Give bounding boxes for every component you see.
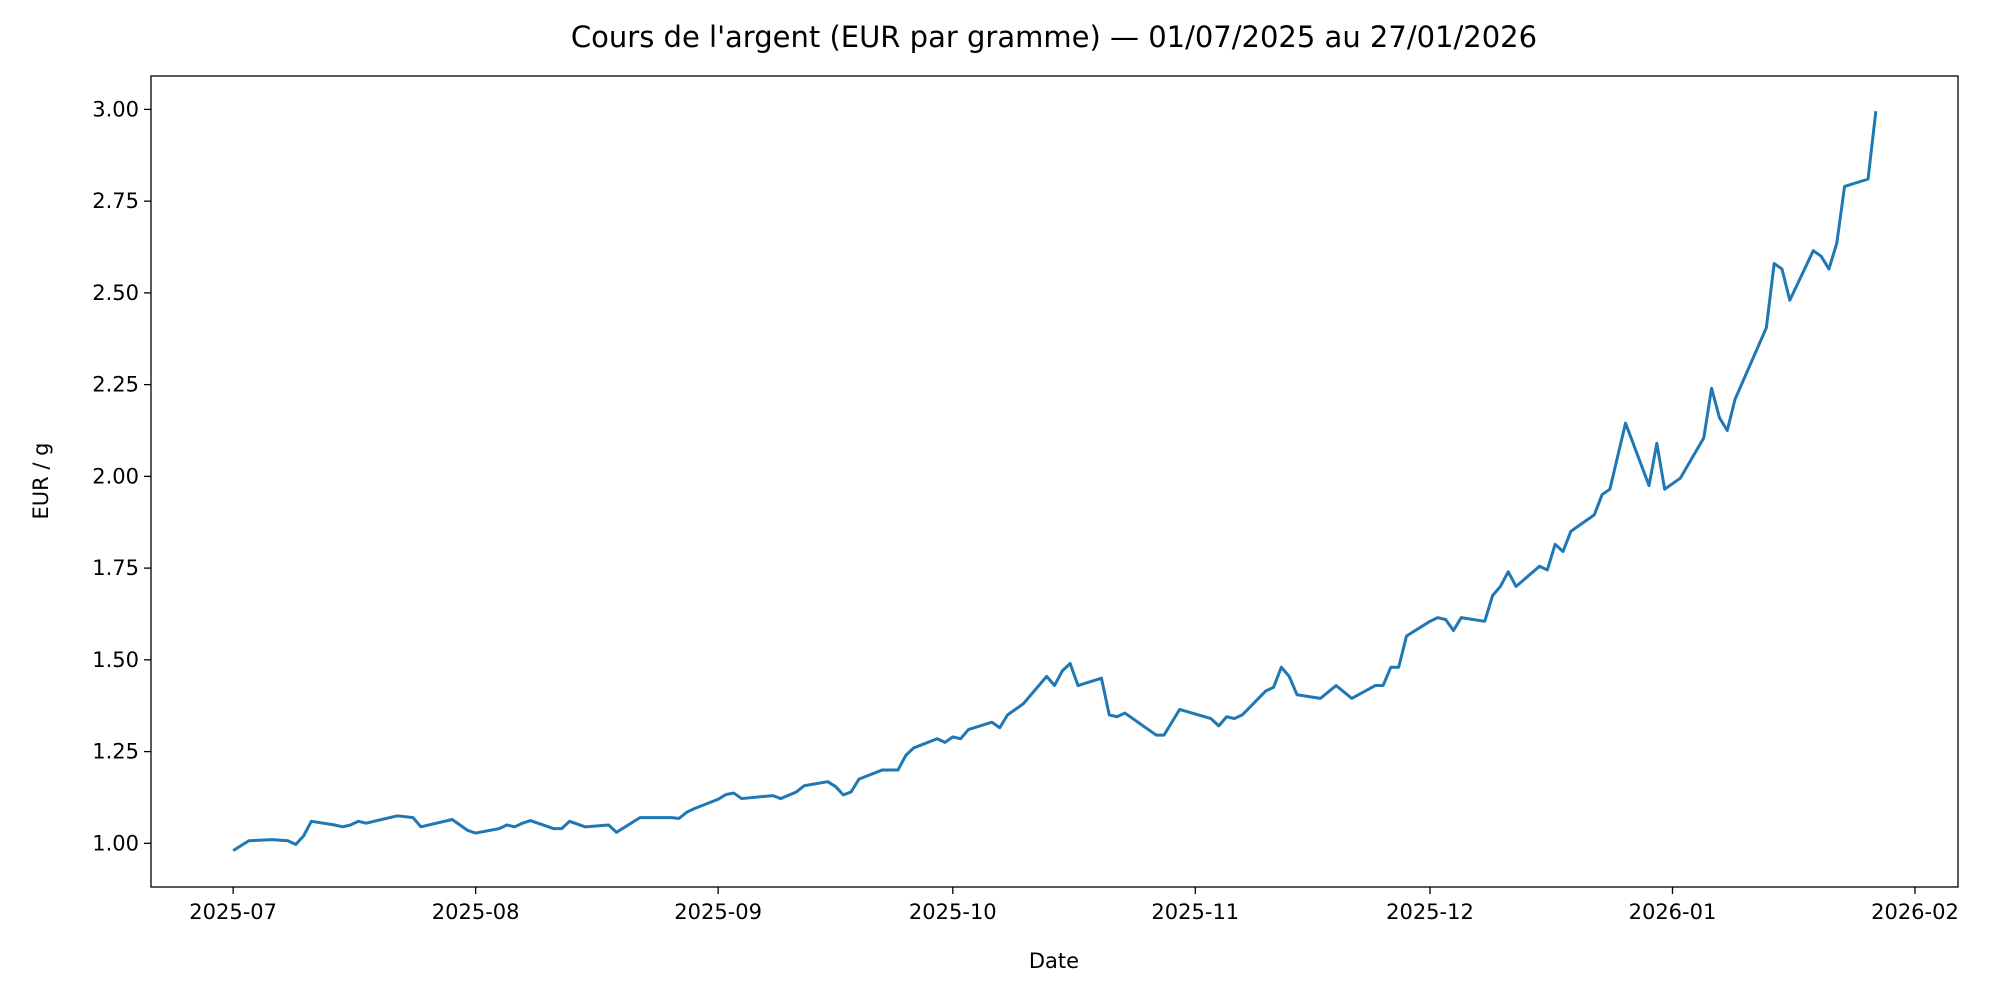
y-tick-label: 1.00 bbox=[92, 831, 139, 855]
y-tick-label: 3.00 bbox=[92, 97, 139, 121]
x-tick-label: 2025-11 bbox=[1151, 900, 1239, 924]
x-axis-label: Date bbox=[1029, 949, 1079, 973]
y-tick-label: 1.75 bbox=[92, 556, 139, 580]
x-tick-label: 2025-08 bbox=[432, 900, 520, 924]
y-axis-label: EUR / g bbox=[29, 443, 53, 520]
x-tick-label: 2026-01 bbox=[1629, 900, 1717, 924]
x-tick-label: 2026-02 bbox=[1871, 900, 1959, 924]
x-tick-label: 2025-12 bbox=[1386, 900, 1474, 924]
chart-title: Cours de l'argent (EUR par gramme) — 01/… bbox=[571, 20, 1537, 54]
price-line bbox=[232, 111, 1878, 852]
x-tick-label: 2025-09 bbox=[674, 900, 762, 924]
y-tick-label: 2.00 bbox=[92, 464, 139, 488]
y-tick-label: 1.25 bbox=[92, 740, 139, 764]
y-tick-label: 2.75 bbox=[92, 189, 139, 213]
y-tick-label: 2.50 bbox=[92, 281, 139, 305]
plot-frame bbox=[150, 75, 1959, 888]
x-tick-label: 2025-07 bbox=[189, 900, 277, 924]
y-tick-label: 1.50 bbox=[92, 648, 139, 672]
y-tick-label: 2.25 bbox=[92, 373, 139, 397]
x-tick-label: 2025-10 bbox=[909, 900, 997, 924]
